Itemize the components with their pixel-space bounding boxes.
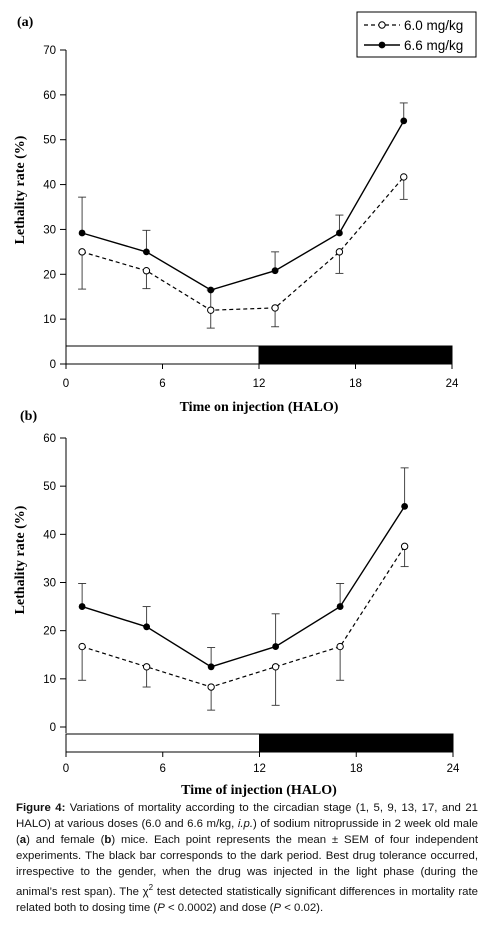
caption-text-5: test detected statistically significant … [16, 885, 478, 914]
legend-box [356, 11, 477, 58]
panel-b-y-axis-label: Lethality rate (%) [13, 505, 28, 614]
caption-text-7: < 0.02). [281, 901, 324, 914]
panel-b-y-tick-label: 0 [50, 722, 56, 734]
caption-a: a [19, 834, 27, 846]
panel-b-x-axis-label: Time of injection (HALO) [181, 783, 337, 798]
panel-b-x-tick-label: 18 [350, 763, 363, 775]
panel-b-dark-period-bar [259, 733, 454, 753]
panel-b-series-1-point [142, 663, 151, 671]
caption-b: b [104, 834, 112, 846]
panel-b-series-2-line [81, 506, 406, 668]
panel-a-series-1-point [400, 173, 408, 181]
legend-open-circle-marker [378, 21, 386, 29]
caption-text-4: ) mice. Each point represents the mean ±… [16, 834, 478, 898]
legend-label-series-1: 6.0 mg/kg [404, 18, 463, 33]
panel-b-series-1-point [207, 683, 215, 691]
panel-a-series-2-point [207, 286, 215, 294]
panel-a-series-2-point [336, 229, 343, 237]
legend: 6.0 mg/kg 6.6 mg/kg [356, 11, 477, 58]
legend-filled-circle-marker [378, 41, 386, 49]
panel-a-x-tick-label: 6 [159, 378, 165, 390]
panel-a-y-tick-label: 0 [50, 359, 56, 371]
panel-a-light-period-bar [65, 345, 260, 365]
panel-a-y-tick-label: 20 [43, 269, 56, 281]
panel-a-dark-period-bar [258, 345, 453, 365]
panel-a-series-2-point [143, 248, 150, 256]
panel-b-series-2-point [336, 603, 344, 610]
caption-text-2: ) of sodium nitroprusside in 2 week old … [16, 818, 478, 846]
panel-b-x-tick-label: 0 [63, 763, 69, 775]
panel-a-series-1-point [78, 248, 86, 256]
panel-b: (b) Lethality rate (%) Time of injection… [13, 409, 460, 798]
panel-a-series-2-point [271, 267, 279, 275]
panel-a-x-tick-label: 12 [253, 378, 266, 390]
panel-b-label: (b) [20, 409, 37, 424]
panel-b-series-2-point [272, 643, 280, 650]
panel-b-series-1-point [271, 663, 280, 671]
caption-superscript: 2 [148, 883, 154, 892]
panel-a-y-tick-label: 10 [43, 314, 56, 326]
panel-a-y-tick-label: 40 [43, 180, 56, 192]
panel-a-series-1-point [335, 248, 344, 256]
panel-a-x-axis-label: Time on injection (HALO) [180, 400, 339, 415]
legend-label-series-2: 6.6 mg/kg [404, 38, 463, 53]
panel-a-series-2-point [400, 117, 408, 125]
panel-b-y-tick-label: 50 [43, 481, 56, 493]
panel-b-series-1-line [81, 546, 406, 688]
panel-b-y-tick-label: 10 [43, 674, 56, 686]
panel-b-light-period-bar [65, 733, 260, 753]
panel-a-series-2-line [81, 120, 405, 291]
panel-a-x-tick-label: 24 [446, 378, 459, 390]
panel-a-series-1-line [81, 176, 405, 311]
panel-b-series-2-point [401, 502, 409, 510]
figure-canvas: (a) Lethality rate (%) Time on injection… [13, 11, 477, 798]
panel-a-x-tick-label: 18 [349, 378, 362, 390]
panel-b-series-2-point [207, 663, 215, 671]
panel-a-x-tick-label: 0 [63, 378, 69, 390]
panel-b-y-tick-label: 40 [43, 529, 56, 541]
panel-a-label: (a) [17, 15, 34, 30]
figure-caption: Figure 4: Variations of mortality accord… [16, 800, 478, 916]
panel-b-series-2-point [143, 623, 151, 631]
panel-b-x-tick-label: 6 [160, 763, 166, 775]
panel-a-series-1-point [207, 306, 215, 314]
caption-text-6: < 0.0002) and dose ( [164, 901, 274, 914]
panel-b-y-tick-label: 20 [43, 626, 56, 638]
panel-a-y-tick-label: 30 [43, 224, 56, 236]
panel-b-series-1-point [400, 542, 409, 551]
panel-a-series-1-point [142, 266, 151, 275]
panel-a-y-axis-label: Lethality rate (%) [13, 135, 28, 244]
panel-b-series-1-point [336, 642, 344, 651]
panel-b-y-tick-label: 60 [43, 433, 56, 445]
panel-b-x-tick-label: 12 [253, 763, 266, 775]
panel-b-series-1-point [78, 642, 86, 651]
panel-a-series-1-point [271, 304, 279, 312]
panel-b-series-2-point [78, 603, 86, 610]
panel-a-y-tick-label: 60 [43, 90, 56, 102]
panel-a: (a) Lethality rate (%) Time on injection… [13, 11, 477, 415]
caption-p-2: P [273, 901, 282, 914]
panel-a-series-2-point [78, 229, 86, 237]
panel-a-y-tick-label: 70 [43, 45, 56, 57]
caption-p-1: P [157, 901, 165, 914]
caption-text-3: ) and female ( [26, 834, 105, 846]
caption-text-1: Variations of mortality according to the… [16, 802, 478, 830]
caption-figure-label: Figure 4: [16, 802, 66, 814]
caption-ip: i.p. [237, 818, 254, 830]
panel-b-x-tick-label: 24 [447, 763, 460, 775]
panel-a-y-tick-label: 50 [43, 135, 56, 147]
panel-b-y-tick-label: 30 [43, 578, 56, 590]
